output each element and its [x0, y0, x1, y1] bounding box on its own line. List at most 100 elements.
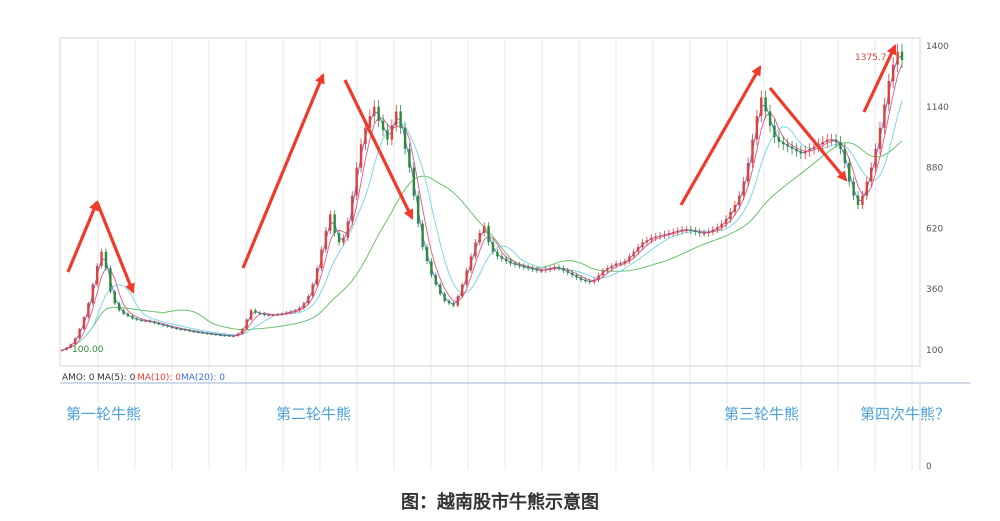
candle-body-10: [104, 251, 108, 269]
candle-body-154: [738, 195, 741, 206]
ma10-indicator: MA(10): 0: [137, 373, 181, 383]
candle-body-149: [716, 227, 719, 230]
candle-body-12: [113, 291, 116, 304]
candle-body-2: [69, 344, 72, 348]
candle-body-7: [91, 284, 94, 304]
candle-body-146: [702, 233, 706, 235]
candle-body-141: [680, 229, 684, 231]
candle-body-134: [650, 237, 653, 241]
candle-body-32: [201, 332, 204, 334]
candle-body-87: [443, 293, 446, 301]
candle-body-56: [307, 296, 310, 304]
candle-body-97: [487, 226, 490, 243]
candle-body-174: [826, 139, 829, 142]
ma60-line: [61, 140, 903, 351]
candle-body-173: [821, 141, 825, 145]
candle-body-18: [139, 319, 143, 321]
candle-body-55: [302, 303, 306, 308]
candle-body-45: [258, 312, 262, 314]
candle-body-124: [606, 268, 609, 271]
candle-body-30: [192, 331, 196, 333]
candle-body-1: [65, 347, 68, 350]
candle-body-22: [157, 323, 160, 325]
ma20-line: [61, 100, 903, 351]
candle-body-73: [381, 120, 385, 131]
candle-body-14: [122, 310, 125, 314]
candle-body-58: [315, 268, 319, 285]
candle-body-17: [135, 318, 138, 320]
candle-body-35: [214, 334, 218, 336]
candle-body-189: [892, 64, 895, 82]
candle-body-83: [425, 247, 429, 262]
candle-body-27: [179, 328, 182, 331]
candle-body-131: [636, 247, 640, 252]
candle-body-26: [175, 327, 178, 329]
candle-body-33: [205, 333, 209, 335]
candle-body-64: [342, 237, 345, 243]
candle-body-67: [355, 167, 358, 196]
candle-body-92: [465, 270, 468, 285]
candle-body-190: [896, 51, 899, 65]
candle-body-37: [223, 335, 226, 337]
candle-body-101: [504, 258, 508, 262]
candle-body-162: [773, 125, 776, 138]
ma5-indicator: MA(5): 0: [97, 373, 136, 383]
y-tick-label-5: 100: [926, 346, 943, 356]
y-axis-ticks: 1400 1140 880 620 360 100: [926, 42, 949, 356]
ma5-line: [61, 55, 903, 351]
candle-body-69: [364, 127, 367, 145]
candle-body-0: [60, 350, 64, 352]
trend-arrow-1: [95, 201, 135, 294]
candle-body-75: [390, 125, 394, 140]
candle-body-155: [742, 181, 745, 196]
main-panel-frame: [59, 37, 921, 367]
candle-body-9: [100, 251, 103, 266]
candle-body-90: [456, 296, 460, 306]
candle-body-52: [289, 311, 292, 313]
candle-body-160: [764, 97, 767, 112]
candle-body-139: [672, 231, 675, 234]
candle-body-49: [276, 314, 279, 316]
candle-body-82: [421, 223, 424, 248]
ma10-line: [61, 64, 903, 351]
candle-body-68: [359, 144, 363, 168]
y-tick-label-4: 360: [926, 285, 943, 295]
chart-caption: 图：越南股市牛熊示意图: [401, 491, 599, 513]
candle-body-126: [614, 263, 618, 266]
candle-body-13: [117, 303, 121, 311]
candle-body-177: [839, 141, 842, 149]
y-tick-label-0: 1400: [926, 42, 949, 52]
candle-body-180: [852, 181, 855, 196]
candle-body-183: [865, 181, 869, 196]
candle-body-51: [285, 312, 288, 314]
start-value-label: 100.00: [72, 345, 104, 355]
candle-body-109: [540, 270, 543, 272]
candle-body-111: [548, 268, 552, 270]
candle-body-100: [500, 256, 503, 259]
candle-body-138: [667, 233, 671, 235]
candle-body-28: [183, 329, 187, 331]
candle-body-167: [795, 148, 798, 152]
candle-body-108: [535, 269, 539, 271]
candle-body-188: [887, 81, 891, 105]
candle-body-60: [324, 230, 328, 250]
candle-body-94: [474, 242, 477, 257]
candle-body-135: [654, 236, 657, 238]
y-tick-label-3: 620: [926, 224, 943, 234]
candle-body-175: [830, 139, 833, 141]
candle-body-43: [249, 310, 253, 320]
candle-body-163: [777, 137, 781, 142]
candle-body-145: [698, 231, 701, 234]
candle-body-62: [333, 214, 336, 234]
candle-body-84: [430, 261, 433, 276]
candle-body-21: [153, 321, 156, 324]
candle-body-150: [720, 223, 723, 228]
candle-body-136: [658, 235, 662, 237]
candle-body-184: [870, 167, 873, 182]
candle-body-102: [509, 261, 512, 264]
candle-body-40: [236, 333, 240, 336]
candle-body-170: [808, 148, 811, 152]
candle-body-71: [373, 106, 376, 117]
candle-body-76: [395, 111, 398, 126]
